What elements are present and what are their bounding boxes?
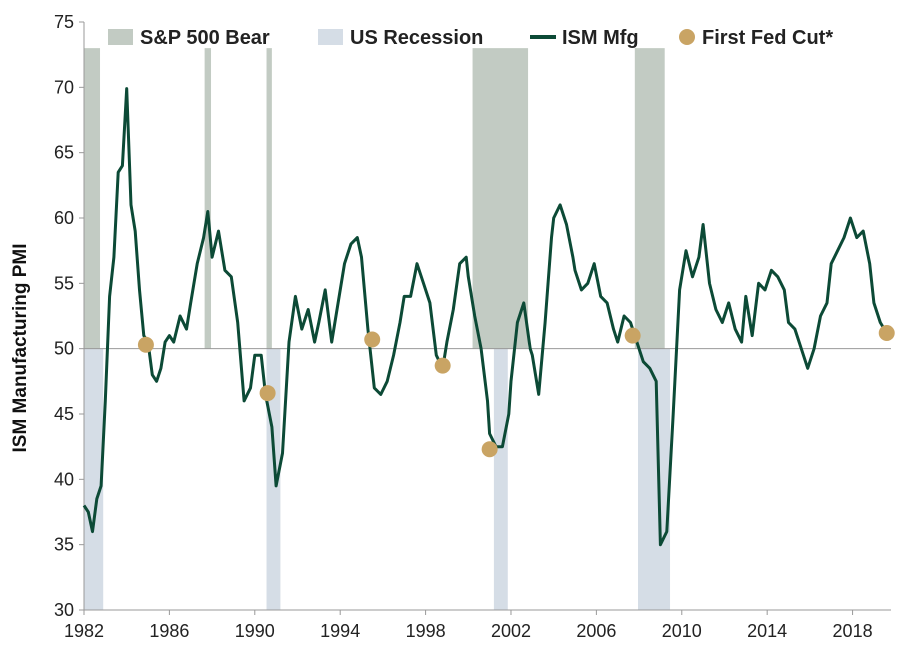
y-tick-label: 55: [54, 273, 74, 293]
legend-swatch-bear: [108, 29, 133, 45]
fed-cut-point: [137, 336, 154, 353]
shaded-periods: [84, 48, 671, 610]
bear-market-band: [204, 48, 212, 349]
x-tick-label: 2014: [747, 621, 787, 641]
y-tick-label: 35: [54, 535, 74, 555]
legend-label-line: ISM Mfg: [562, 27, 639, 49]
legend-label-bear: S&P 500 Bear: [140, 27, 270, 49]
x-tick-label: 2018: [833, 621, 873, 641]
bear-market-band: [472, 48, 529, 349]
legend-swatch-recession: [318, 29, 343, 45]
legend-label-recession: US Recession: [350, 27, 483, 49]
x-tick-label: 1990: [235, 621, 275, 641]
y-tick-label: 40: [54, 469, 74, 489]
fed-cut-point: [481, 441, 498, 458]
x-tick-label: 2002: [491, 621, 531, 641]
x-tick-label: 2010: [662, 621, 702, 641]
x-tick-label: 1998: [406, 621, 446, 641]
series-group: [82, 87, 888, 547]
recession-band: [84, 348, 104, 610]
axes: 30 35 40 45 50 55 60 65 70 75 1982 1986 1990 1994 1998…: [54, 12, 891, 641]
x-tick-label: 1986: [149, 621, 189, 641]
y-axis-label: ISM Manufacturing PMI: [10, 244, 31, 453]
recession-band: [638, 348, 671, 610]
x-tick-label: 1982: [64, 621, 104, 641]
fed-cut-point: [624, 327, 641, 344]
series-line-ism-mfg: [82, 87, 888, 547]
fed-cut-point: [259, 385, 276, 402]
legend: S&P 500 Bear US Recession ISM Mfg First Fed…: [108, 27, 833, 49]
y-tick-label: 65: [54, 143, 74, 163]
bear-market-band: [634, 48, 665, 349]
y-tick-label: 30: [54, 600, 74, 620]
bear-market-band: [84, 48, 101, 349]
fed-cut-point: [364, 331, 381, 348]
legend-label-fed_cut: First Fed Cut*: [702, 27, 833, 49]
y-tick-label: 45: [54, 404, 74, 424]
fed-cut-markers: [137, 324, 895, 458]
legend-swatch-fed-cut: [679, 29, 695, 45]
fed-cut-point: [878, 324, 895, 341]
y-tick-label: 60: [54, 208, 74, 228]
y-tick-label: 75: [54, 12, 74, 32]
y-tick-label: 50: [54, 339, 74, 359]
recession-band: [493, 348, 508, 610]
x-tick-label: 1994: [320, 621, 360, 641]
x-tick-label: 2006: [576, 621, 616, 641]
y-tick-label: 70: [54, 77, 74, 97]
fed-cut-point: [434, 357, 451, 374]
bear-market-band: [266, 48, 272, 349]
